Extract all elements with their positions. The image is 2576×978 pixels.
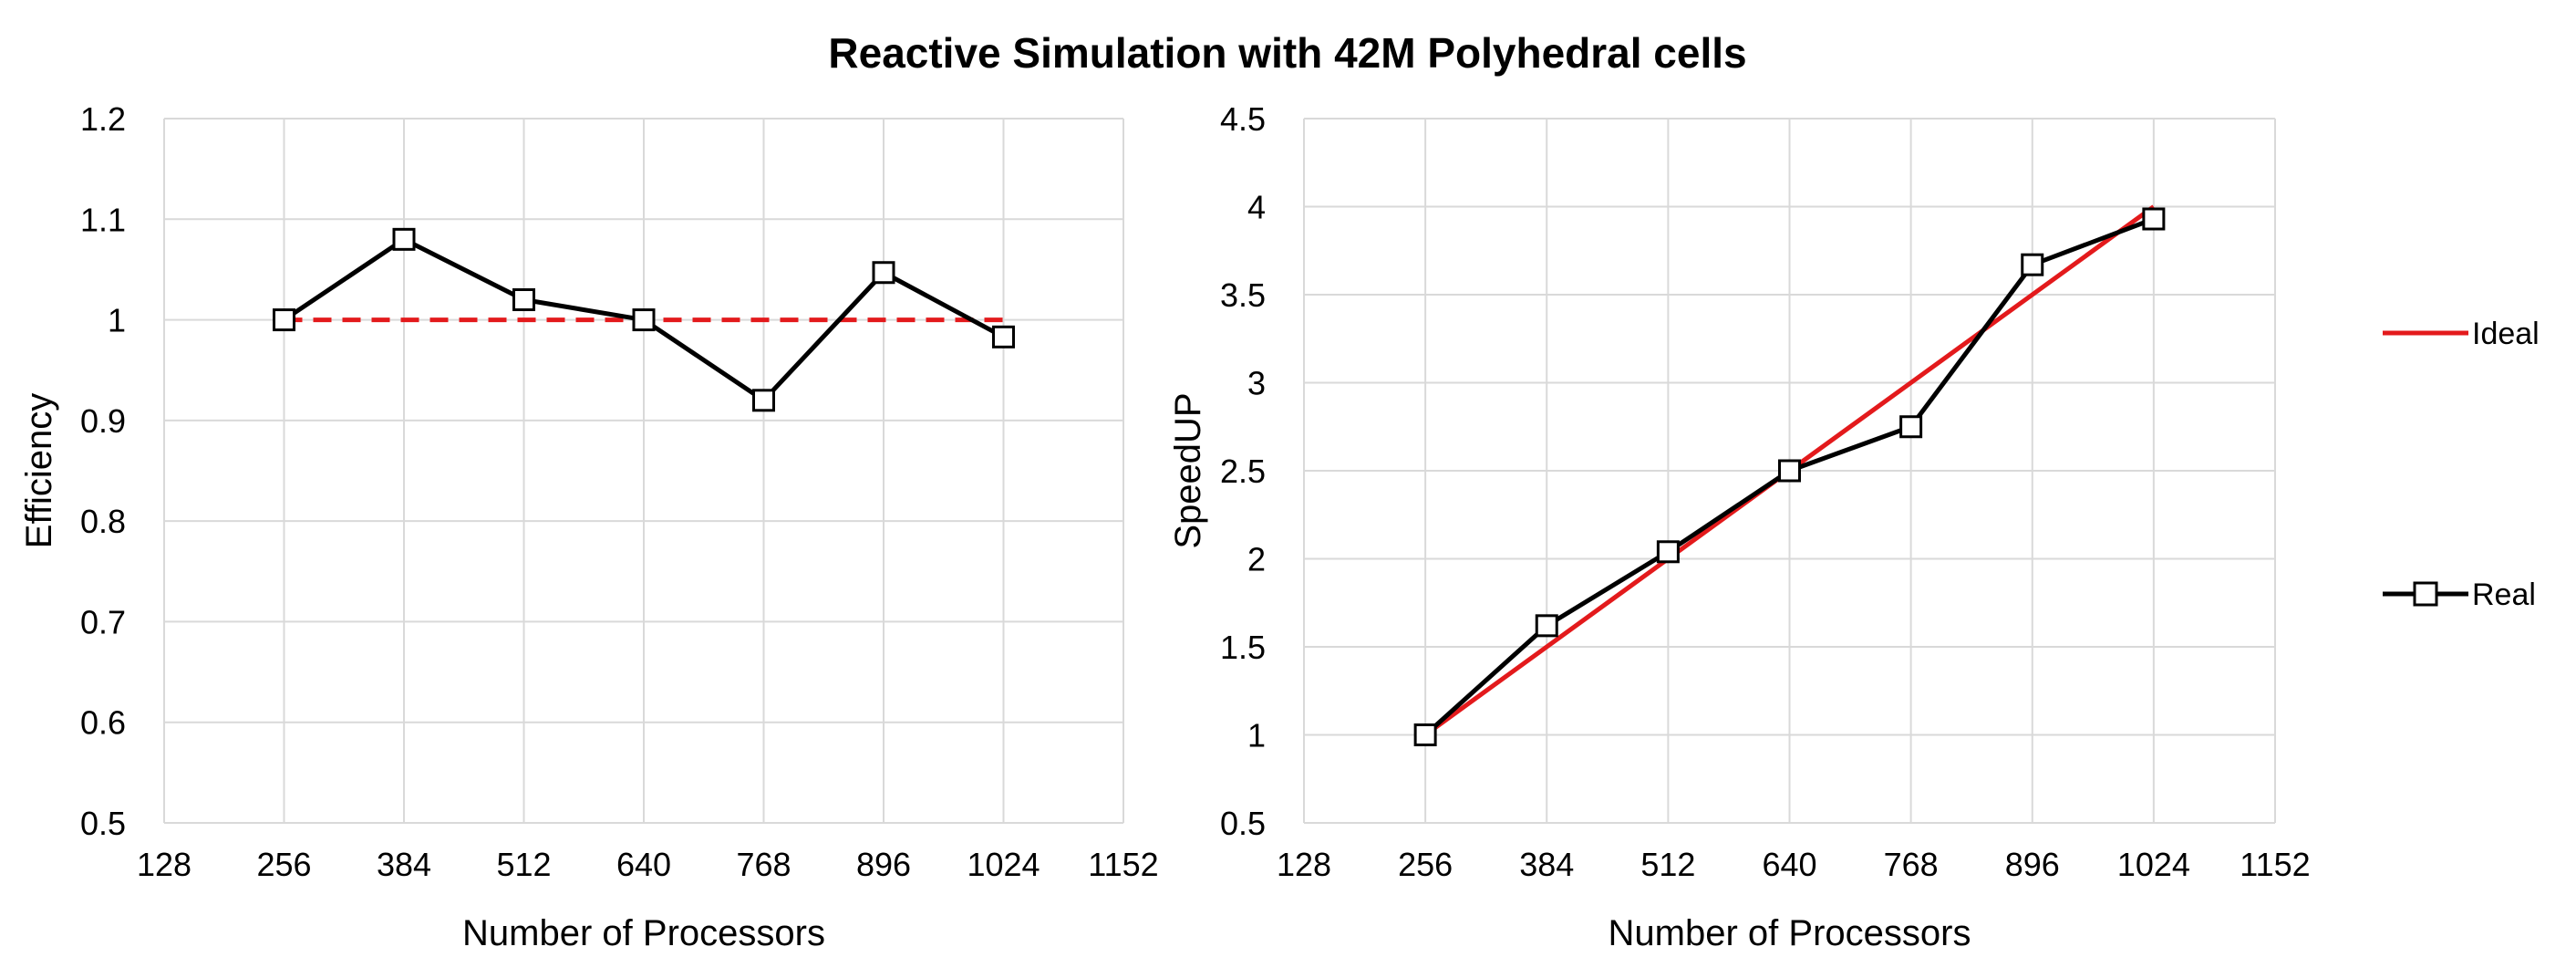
efficiency-ytick-label: 1.2: [80, 100, 126, 138]
speedup-ytick-label: 4.5: [1220, 100, 1266, 138]
speedup-y-axis-label: SpeedUP: [1168, 392, 1208, 548]
speedup-real-point-640: [1778, 459, 1801, 483]
efficiency-chart: 128 256 384 512 640 768 896 1024 1152 0.5 0.6 0.7 0.…: [19, 100, 1159, 953]
efficiency-xtick-label: 128: [137, 846, 191, 883]
speedup-ytick-label: 3.5: [1220, 276, 1266, 314]
speedup-x-axis-label: Number of Processors: [1609, 913, 1971, 953]
efficiency-xtick-label: 384: [377, 846, 431, 883]
speedup-real-point-768: [1899, 415, 1923, 439]
efficiency-ytick-label: 0.7: [80, 603, 126, 640]
speedup-ytick-label: 2.5: [1220, 453, 1266, 490]
speedup-xtick-label: 640: [1762, 846, 1816, 883]
speedup-ytick-label: 1: [1247, 717, 1266, 754]
speedup-chart: 128 256 384 512 640 768 896 1024 1152 0.5 1 1.5 2 2.5…: [1168, 100, 2311, 953]
speedup-real-point-512: [1656, 540, 1680, 564]
efficiency-x-axis-label: Number of Processors: [462, 913, 825, 953]
efficiency-real-point-768: [752, 389, 775, 412]
speedup-real-point-896: [2021, 253, 2044, 276]
legend-real-marker: [2413, 581, 2438, 607]
efficiency-ytick-label: 0.6: [80, 704, 126, 742]
speedup-xtick-label: 512: [1640, 846, 1695, 883]
legend-ideal-label: Ideal: [2472, 317, 2540, 351]
efficiency-real-point-384: [392, 227, 416, 251]
efficiency-real-point-512: [512, 288, 535, 312]
speedup-xtick-label: 384: [1519, 846, 1574, 883]
efficiency-xtick-label: 256: [256, 846, 311, 883]
speedup-real-point-384: [1535, 614, 1558, 638]
efficiency-xtick-label: 512: [496, 846, 551, 883]
speedup-ytick-label: 4: [1247, 189, 1266, 226]
speedup-xtick-label: 1152: [2240, 846, 2310, 883]
efficiency-real-point-640: [632, 308, 656, 332]
legend: Ideal Real: [2383, 317, 2540, 612]
efficiency-xtick-label: 768: [736, 846, 791, 883]
chart-title: Reactive Simulation with 42M Polyhedral …: [828, 29, 1746, 77]
efficiency-real-point-896: [872, 261, 895, 285]
efficiency-real-point-1024: [992, 325, 1015, 349]
speedup-xtick-label: 1024: [2117, 846, 2190, 883]
efficiency-ytick-label: 1: [108, 302, 126, 339]
speedup-ytick-label: 0.5: [1220, 805, 1266, 842]
speedup-xtick-label: 768: [1884, 846, 1939, 883]
speedup-ytick-label: 1.5: [1220, 629, 1266, 666]
efficiency-ytick-label: 1.1: [80, 201, 126, 238]
speedup-xtick-label: 128: [1277, 846, 1331, 883]
efficiency-y-axis-label: Efficiency: [19, 393, 59, 548]
speedup-ytick-label: 2: [1247, 541, 1266, 578]
efficiency-ytick-label: 0.8: [80, 503, 126, 540]
efficiency-real-point-256: [273, 308, 295, 332]
efficiency-xtick-label: 896: [856, 846, 911, 883]
efficiency-ytick-label: 0.9: [80, 402, 126, 440]
speedup-real-point-1024: [2142, 207, 2166, 231]
speedup-real-point-256: [1413, 723, 1437, 746]
legend-real-label: Real: [2472, 577, 2536, 612]
efficiency-xtick-label: 640: [616, 846, 671, 883]
speedup-xtick-label: 256: [1398, 846, 1453, 883]
efficiency-ytick-label: 0.5: [80, 805, 126, 842]
speedup-xtick-label: 896: [2005, 846, 2060, 883]
speedup-ytick-label: 3: [1247, 365, 1266, 402]
efficiency-xtick-label: 1024: [967, 846, 1040, 883]
efficiency-xtick-label: 1152: [1088, 846, 1158, 883]
